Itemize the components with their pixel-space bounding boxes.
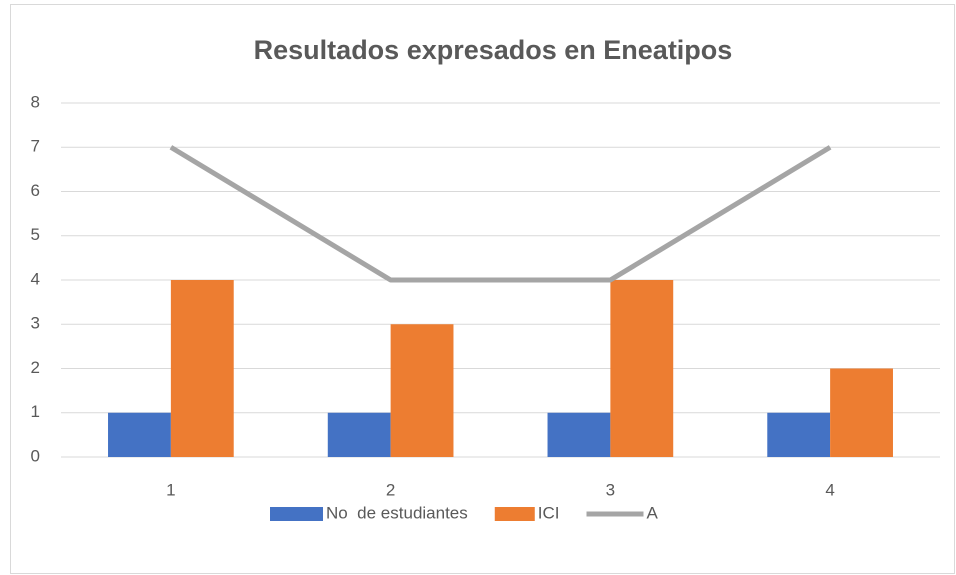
legend-swatch [494, 507, 535, 521]
bar [547, 412, 611, 457]
y-tick-label: 6 [31, 181, 40, 200]
y-tick-label: 1 [31, 402, 40, 421]
y-tick-label: 7 [31, 137, 40, 156]
y-tick-label: 8 [31, 92, 40, 111]
bar [767, 412, 831, 457]
x-tick-label: 2 [386, 480, 395, 499]
y-tick-label: 3 [31, 314, 40, 333]
bar [108, 412, 171, 457]
legend-label: No de estudiantes [326, 503, 468, 522]
x-tick-label: 4 [825, 480, 834, 499]
bar [390, 324, 454, 457]
y-tick-label: 5 [31, 225, 40, 244]
x-tick-label: 1 [166, 480, 175, 499]
legend-swatch [270, 507, 323, 521]
x-tick-label: 3 [606, 480, 615, 499]
chart-title: Resultados expresados en Eneatipos [254, 35, 733, 65]
chart-border [10, 4, 955, 574]
y-tick-label: 2 [31, 358, 40, 377]
bar [170, 280, 234, 457]
bar [830, 368, 893, 457]
y-tick-label: 4 [31, 269, 40, 288]
bar [610, 280, 674, 457]
legend-label: ICI [538, 503, 560, 522]
bar [327, 412, 391, 457]
line-series [169, 145, 832, 283]
legend-label: A [647, 503, 659, 522]
y-tick-label: 0 [31, 446, 40, 465]
